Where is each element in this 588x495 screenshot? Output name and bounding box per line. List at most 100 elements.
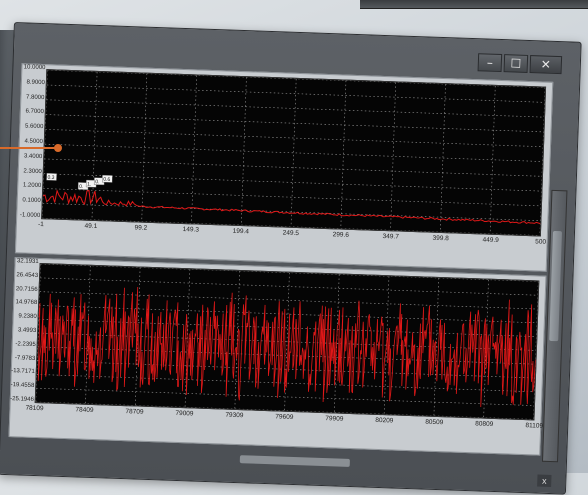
horizontal-scroll-handle[interactable] xyxy=(239,455,350,467)
time-x-tick-label: 78409 xyxy=(75,406,94,415)
spectrum-x-tick-label: 249.5 xyxy=(282,229,300,238)
spectrum-grid-hline xyxy=(47,70,546,88)
time-y-tick-label: 32.1931 xyxy=(16,258,39,266)
time-grid-hline xyxy=(39,305,537,324)
spectrum-grid-hline xyxy=(46,84,545,103)
spectrum-grid-vline xyxy=(340,80,347,229)
close-button[interactable]: ✕ xyxy=(529,55,563,75)
time-x-tick-label: 79009 xyxy=(175,409,194,418)
spectrum-grid-vline xyxy=(191,75,197,224)
spectrum-y-tick-label: 6.7000 xyxy=(25,108,44,116)
time-grid-hline xyxy=(40,277,538,296)
time-y-tick-label: -19.4558 xyxy=(10,382,35,390)
time-y-tick-label: 9.2380 xyxy=(18,313,37,321)
spectrum-grid-vline xyxy=(539,87,546,236)
spectrum-trace xyxy=(42,189,541,225)
time-grid-hline xyxy=(38,318,537,337)
spectrum-grid-hline xyxy=(43,188,541,207)
spectrum-grid-vline xyxy=(42,70,48,219)
time-x-tick-label: 79609 xyxy=(275,413,294,421)
spectrum-plot-area[interactable]: 0.3 0. 1. 0. 0.6 xyxy=(41,69,547,237)
spectrum-grid-hline xyxy=(45,114,544,133)
spectrum-grid-vline xyxy=(290,78,297,227)
spectrum-peak-label: 0.6 xyxy=(103,177,110,183)
time-x-tick-label: 79909 xyxy=(325,415,344,423)
time-x-tick-label: 78709 xyxy=(125,408,144,416)
callout-line xyxy=(0,147,58,149)
time-x-tick-label: 78109 xyxy=(25,404,44,413)
spectrum-y-tick-label: 7.8000 xyxy=(25,94,45,101)
time-plot-panel: 32.1931 26.4543 20.7156 14.9768 9.2380 3.4993… xyxy=(8,257,547,456)
spectrum-y-tick-label: 3.4000 xyxy=(23,153,43,160)
time-chart xyxy=(35,264,539,420)
spectrum-grid-vline xyxy=(390,82,397,231)
maximize-button[interactable]: ☐ xyxy=(503,54,529,73)
spectrum-y-tick-label: 0.1000 xyxy=(22,197,41,205)
time-grid-hline xyxy=(38,332,536,351)
spectrum-y-tick-label: 10.0000 xyxy=(23,64,46,72)
time-grid-vline xyxy=(533,281,539,420)
time-x-tick-label: 80509 xyxy=(425,418,444,427)
time-plot-area[interactable] xyxy=(34,263,540,421)
time-grid-vline xyxy=(284,272,290,411)
spectrum-grid-hline xyxy=(42,203,541,221)
spectrum-x-tick-label: 449.9 xyxy=(482,236,499,245)
spectrum-x-tick-label: 149.3 xyxy=(182,226,200,234)
spectrum-x-tick-label: 399.8 xyxy=(432,234,449,243)
time-y-tick-label: -25.1946 xyxy=(10,396,34,403)
spectrum-grid-hline xyxy=(43,173,542,192)
spectrum-x-tick-label: 99.2 xyxy=(134,224,148,232)
callout-dot xyxy=(54,144,62,152)
time-x-tick-label: 80209 xyxy=(375,416,394,425)
time-y-tick-label: 26.4543 xyxy=(16,272,39,279)
window-controls: – ☐ ✕ xyxy=(477,53,563,75)
spectrum-plot-panel: 10.0000 8.9000 7.8000 6.7000 5.6000 4.5000 3.4… xyxy=(14,63,554,272)
spectrum-grid-vline xyxy=(91,71,98,220)
spectrum-y-tick-label: 2.3000 xyxy=(23,168,42,175)
time-x-tick-label: 81109 xyxy=(525,422,544,430)
time-grid-hline xyxy=(40,264,539,282)
time-grid-hline xyxy=(39,291,538,310)
spectrum-x-tick-label: 49.1 xyxy=(84,222,98,231)
time-grid-vline xyxy=(35,264,41,403)
spectrum-peak-label: 0.3 xyxy=(47,175,54,181)
spectrum-x-tick-label: 500 xyxy=(535,238,547,246)
time-grid-hline xyxy=(35,401,534,420)
time-grid-hline xyxy=(37,360,535,379)
spectrum-y-tick-label: 8.9000 xyxy=(26,79,45,86)
spectrum-x-tick-label: 349.7 xyxy=(382,232,399,241)
spectrum-peak-label: 0. xyxy=(95,179,99,185)
time-y-tick-label: -13.7171 xyxy=(11,368,35,376)
minimize-button[interactable]: – xyxy=(477,53,503,73)
spectrum-peak-marker xyxy=(102,174,113,183)
time-y-tick-label: -7.9783 xyxy=(14,354,36,362)
spectrum-grid-vline xyxy=(240,77,247,226)
time-grid-hline xyxy=(36,387,534,406)
time-y-tick-label: 14.9768 xyxy=(15,299,38,307)
spectrum-grid-hline xyxy=(44,143,543,162)
time-x-tick-label: 80809 xyxy=(475,420,494,428)
spectrum-y-tick-label: 5.6000 xyxy=(24,123,44,131)
scrollbar-thumb[interactable] xyxy=(549,230,563,342)
spectrum-grid-vline xyxy=(141,73,148,222)
spectrum-grid-hline xyxy=(42,217,540,236)
spectrum-y-tick-label: -1.0000 xyxy=(19,212,41,220)
spectrum-grid-hline xyxy=(46,99,545,118)
time-trace xyxy=(37,286,536,408)
time-x-tick-label: 79309 xyxy=(225,411,244,420)
spectrum-x-tick-label: 199.4 xyxy=(232,227,250,236)
time-grid-hline xyxy=(36,374,535,393)
spectrum-x-tick-label: -1 xyxy=(37,220,44,229)
time-y-tick-label: 3.4993 xyxy=(17,327,37,334)
spectrum-grid-hline xyxy=(44,158,542,177)
spectrum-chart: 0.3 0. 1. 0. 0.6 xyxy=(42,70,546,236)
background-window-edge xyxy=(360,0,588,9)
time-grid-vline xyxy=(184,269,191,408)
spectrum-x-tick-label: 299.6 xyxy=(332,231,350,239)
spectrum-grid-vline xyxy=(489,85,496,234)
spectrum-peak-label: 0. xyxy=(79,184,83,190)
status-close-icon[interactable]: x xyxy=(537,474,552,488)
spectrum-grid-vline xyxy=(440,84,446,233)
time-y-tick-label: 20.7156 xyxy=(15,285,38,293)
spectrum-y-tick-label: 4.5000 xyxy=(24,138,43,146)
